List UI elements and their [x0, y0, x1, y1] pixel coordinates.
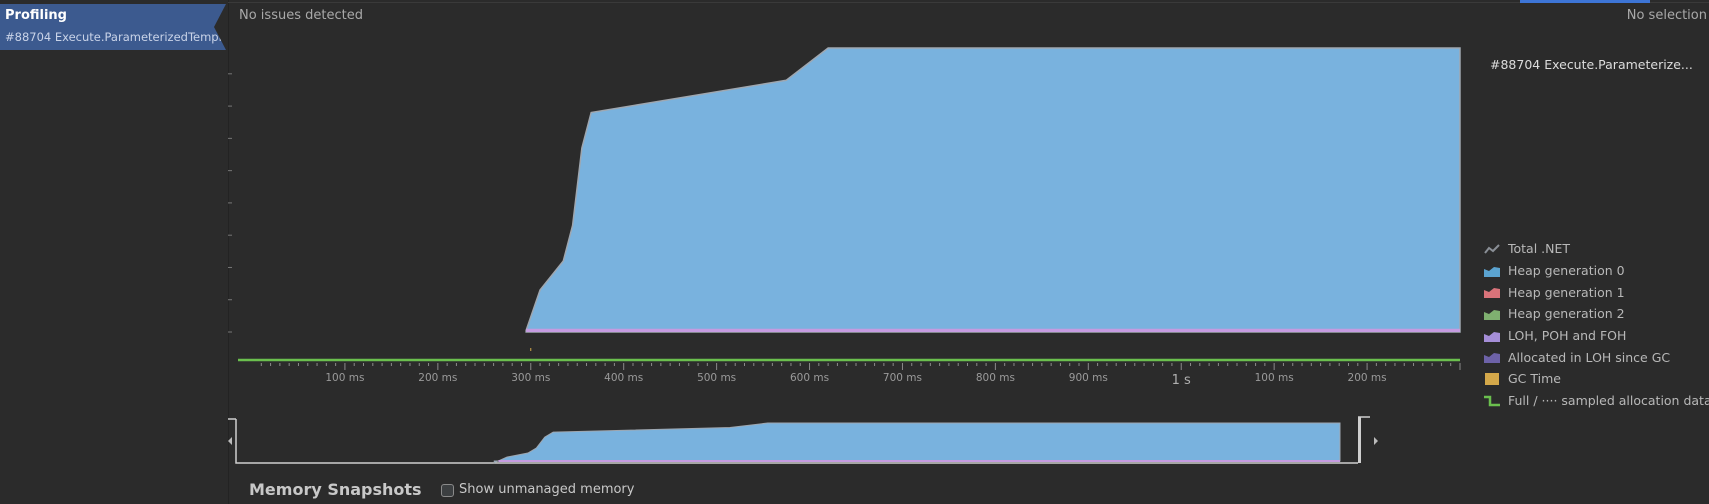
legend-item-label: GC Time — [1508, 371, 1561, 387]
issues-status[interactable]: No issues detected — [239, 8, 363, 23]
area-icon — [1484, 288, 1500, 299]
panel-divider[interactable] — [228, 0, 229, 504]
legend-item-label: Heap generation 2 — [1508, 306, 1625, 322]
x-tick-label: 800 ms — [976, 372, 1015, 384]
x-tick-label: 600 ms — [790, 372, 829, 384]
legend-item[interactable]: Full / ···· sampled allocation data — [1484, 390, 1709, 412]
session-item-profiling[interactable]: Profiling #88704 Execute.ParameterizedTe… — [0, 4, 226, 50]
sessions-panel: Profiling #88704 Execute.ParameterizedTe… — [0, 0, 228, 504]
legend-title: #88704 Execute.Parameterize... — [1490, 57, 1693, 72]
x-tick-label: 900 ms — [1069, 372, 1108, 384]
legend-item-label: Heap generation 1 — [1508, 284, 1625, 300]
legend-item[interactable]: Heap generation 2 — [1484, 303, 1709, 325]
legend-item[interactable]: Heap generation 1 — [1484, 281, 1709, 303]
x-tick-label: 400 ms — [604, 372, 643, 384]
legend-item[interactable]: Total .NET — [1484, 238, 1709, 260]
overview-area — [493, 422, 1341, 464]
scroll-left-icon[interactable] — [228, 437, 232, 445]
x-tick-label: 300 ms — [511, 372, 550, 384]
show-unmanaged-checkbox[interactable] — [441, 484, 454, 497]
legend-item-label: Total .NET — [1508, 241, 1571, 257]
area-icon — [1484, 266, 1500, 277]
x-tick-label: 100 ms — [325, 372, 364, 384]
series-area — [525, 47, 1461, 333]
series-area — [526, 328, 1460, 332]
legend-item-label: Heap generation 0 — [1508, 263, 1625, 279]
legend-item-label: Full / ···· sampled allocation data — [1508, 393, 1709, 409]
x-tick-label: 100 ms — [1255, 372, 1294, 384]
legend-item[interactable]: LOH, POH and FOH — [1484, 325, 1709, 347]
session-title: Profiling — [5, 8, 67, 23]
top-accent-bar — [1520, 0, 1650, 3]
area-icon — [1484, 309, 1500, 320]
area-icon — [1484, 331, 1500, 342]
overview-right-handle[interactable] — [1358, 417, 1361, 463]
timeline-overview[interactable] — [228, 415, 1488, 465]
top-border — [228, 2, 1709, 3]
x-tick-label: 500 ms — [697, 372, 736, 384]
step-icon — [1484, 395, 1500, 406]
line-icon — [1484, 244, 1500, 254]
chart-legend: Total .NET Heap generation 0 Heap generati… — [1484, 238, 1709, 412]
area-icon — [1484, 353, 1500, 364]
x-tick-label: 200 ms — [418, 372, 457, 384]
memory-snapshots-title: Memory Snapshots — [249, 480, 422, 499]
x-tick-label: 700 ms — [883, 372, 922, 384]
legend-item-label: Allocated in LOH since GC — [1508, 349, 1671, 365]
square-icon — [1485, 372, 1499, 385]
memory-chart[interactable]: 200,0 KB400,0 KB600,0 KB800,0 KB100 ms20… — [228, 40, 1478, 415]
overview-frame — [235, 419, 1358, 464]
session-subtitle: #88704 Execute.ParameterizedTempl... — [5, 30, 225, 44]
show-unmanaged-label[interactable]: Show unmanaged memory — [459, 482, 635, 497]
scroll-right-icon[interactable] — [1374, 437, 1378, 445]
x-tick-label: 200 ms — [1348, 372, 1387, 384]
legend-item-label: LOH, POH and FOH — [1508, 328, 1627, 344]
selection-status: No selection — [1626, 8, 1707, 23]
x-tick-label: 1 s — [1172, 373, 1191, 388]
legend-item[interactable]: Heap generation 0 — [1484, 260, 1709, 282]
legend-item[interactable]: GC Time — [1484, 368, 1709, 390]
legend-item[interactable]: Allocated in LOH since GC — [1484, 346, 1709, 368]
